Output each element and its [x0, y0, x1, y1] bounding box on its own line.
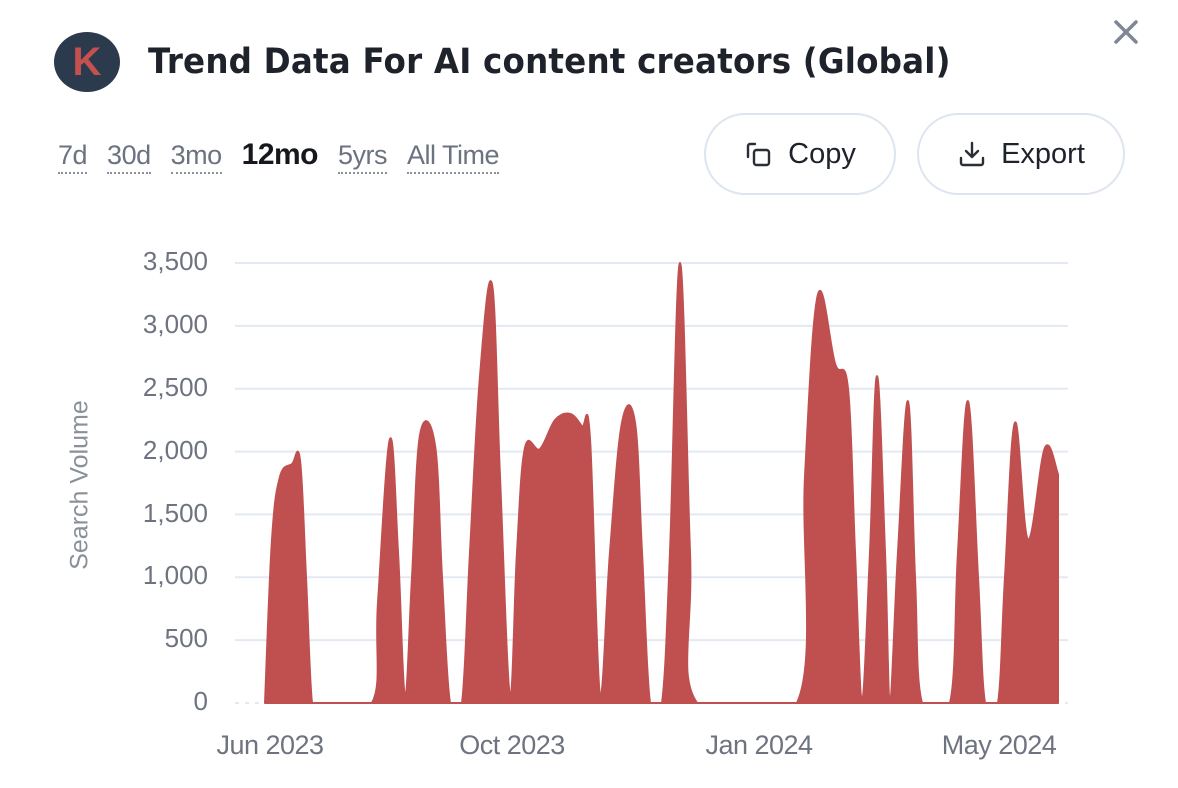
- range-3mo[interactable]: 3mo: [170, 138, 222, 174]
- copy-icon: [746, 142, 771, 167]
- download-icon: [959, 141, 985, 167]
- y-axis-label: Search Volume: [65, 400, 94, 570]
- x-tick: May 2024: [941, 730, 1057, 760]
- range-7d[interactable]: 7d: [58, 138, 88, 174]
- search-volume-area: [264, 262, 1059, 705]
- header: K Trend Data For AI content creators (Gl…: [54, 32, 1011, 92]
- close-icon: [1114, 20, 1138, 44]
- range-all-time[interactable]: All Time: [407, 138, 500, 174]
- brand-logo: K: [54, 32, 120, 92]
- y-tick: 500: [164, 623, 208, 653]
- x-tick: Oct 2023: [459, 730, 565, 760]
- export-label: Export: [1001, 137, 1085, 170]
- range-30d[interactable]: 30d: [107, 138, 151, 174]
- range-5yrs[interactable]: 5yrs: [338, 138, 388, 174]
- y-tick: 3,000: [142, 309, 208, 339]
- logo-letter: K: [72, 39, 102, 84]
- y-tick: 0: [193, 686, 208, 716]
- close-button[interactable]: [1108, 14, 1144, 50]
- gridlines: [235, 262, 1068, 704]
- copy-button[interactable]: Copy: [704, 113, 896, 195]
- y-tick: 2,500: [142, 372, 208, 402]
- copy-label: Copy: [788, 137, 856, 170]
- y-tick: 3,500: [142, 246, 208, 276]
- time-range-selector: 7d 30d 3mo 12mo 5yrs All Time: [58, 138, 519, 174]
- export-button[interactable]: Export: [917, 113, 1125, 195]
- y-tick: 1,000: [142, 560, 208, 590]
- y-tick: 1,500: [142, 498, 208, 528]
- x-tick: Jan 2024: [705, 730, 813, 760]
- x-tick: Jun 2023: [216, 730, 324, 760]
- range-12mo[interactable]: 12mo: [241, 138, 319, 171]
- y-tick: 2,000: [142, 435, 208, 465]
- page-title: Trend Data For AI content creators (Glob…: [148, 42, 951, 82]
